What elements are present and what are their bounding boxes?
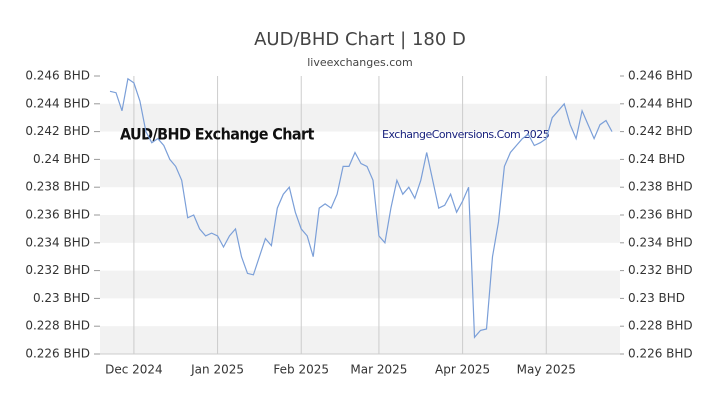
y-tick-label: 0.228 BHD [25,319,90,333]
y-tick-label: 0.226 BHD [25,347,90,361]
y-tick-label: 0.23 BHD [33,291,90,305]
grid-band [100,326,620,354]
y2-tick-label: 0.234 BHD [628,235,693,249]
x-tick-label: May 2025 [517,363,576,377]
y2-tick-label: 0.238 BHD [628,180,693,194]
y2-tick-label: 0.246 BHD [628,69,693,83]
y-tick-label: 0.234 BHD [25,235,90,249]
y2-tick-label: 0.226 BHD [628,347,693,361]
x-tick-label: Mar 2025 [350,363,407,377]
y-tick-label: 0.232 BHD [25,263,90,277]
y-tick-label: 0.244 BHD [25,96,90,110]
x-tick-label: Dec 2024 [105,363,163,377]
x-tick-label: Jan 2025 [190,363,244,377]
grid-band [100,103,620,132]
y2-tick-label: 0.232 BHD [628,263,693,277]
x-tick-label: Feb 2025 [273,363,329,377]
y2-tick-label: 0.23 BHD [628,291,685,305]
grid-band [100,215,620,243]
grid-band [100,270,620,299]
y2-tick-label: 0.244 BHD [628,96,693,110]
x-tick-label: Apr 2025 [435,363,490,377]
annotation: AUD/BHD Exchange Chart [120,125,314,144]
y-tick-label: 0.246 BHD [25,69,90,83]
y-tick-label: 0.24 BHD [33,152,90,166]
y2-tick-label: 0.242 BHD [628,124,693,138]
chart-subtitle: liveexchanges.com [307,56,412,69]
chart-title: AUD/BHD Chart | 180 D [254,29,466,50]
y-tick-label: 0.236 BHD [25,208,90,222]
grid-band [100,159,620,188]
y2-tick-label: 0.24 BHD [628,152,685,166]
line-series [109,77,613,339]
y2-tick-label: 0.236 BHD [628,208,693,222]
annotation: ExchangeConversions.Com 2025 [382,128,550,141]
y2-tick-label: 0.228 BHD [628,319,693,333]
y-tick-label: 0.242 BHD [25,124,90,138]
y-tick-label: 0.238 BHD [25,180,90,194]
